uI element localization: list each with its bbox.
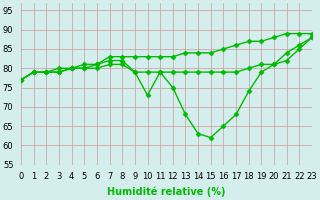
- X-axis label: Humidité relative (%): Humidité relative (%): [107, 187, 226, 197]
